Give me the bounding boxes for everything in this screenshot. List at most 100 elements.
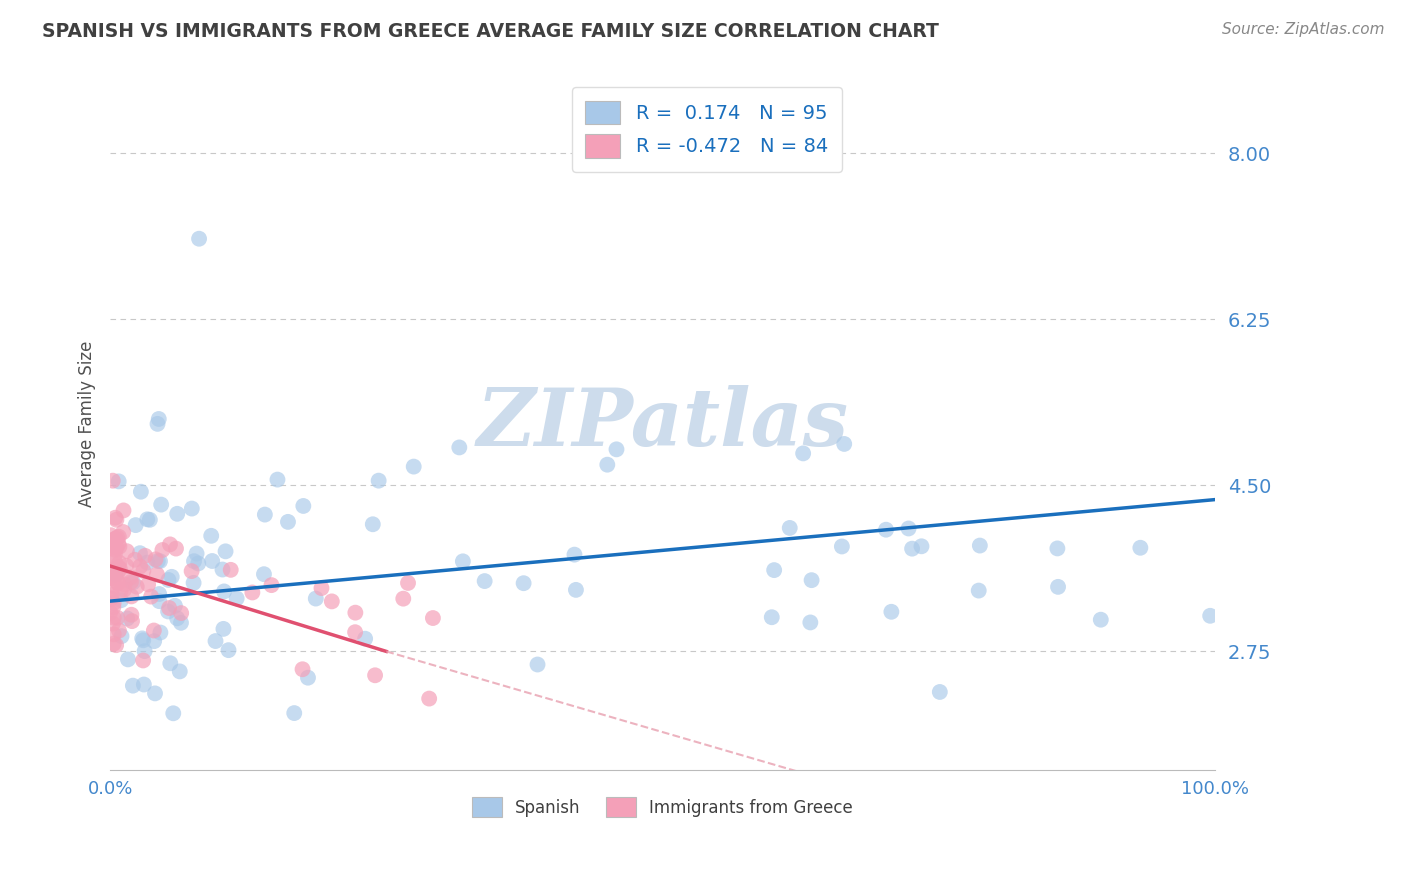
Point (110, 584, 132, 599)
Point (183, 554, 205, 568)
Point (139, 590, 162, 604)
Point (875, 523, 897, 537)
Point (928, 685, 950, 699)
Point (114, 577, 136, 591)
Point (253, 567, 276, 582)
Point (120, 570, 142, 584)
Point (240, 585, 263, 599)
Point (112, 503, 135, 517)
Point (105, 531, 128, 545)
Point (100, 591, 122, 606)
Point (565, 582, 588, 597)
Point (967, 583, 990, 598)
Point (150, 498, 173, 512)
Point (115, 611, 138, 625)
Point (800, 573, 823, 587)
Point (134, 644, 156, 658)
Point (143, 686, 166, 700)
Point (105, 611, 128, 625)
Point (120, 607, 142, 622)
Point (157, 573, 180, 587)
Point (402, 459, 425, 474)
Point (103, 627, 125, 641)
Point (112, 524, 135, 539)
Point (103, 579, 125, 593)
Point (152, 543, 174, 558)
Point (605, 442, 627, 457)
Point (129, 484, 152, 499)
Point (277, 515, 299, 529)
Point (180, 501, 202, 516)
Point (169, 665, 191, 679)
Point (253, 508, 276, 522)
Point (186, 547, 208, 561)
Point (105, 575, 128, 590)
Point (110, 629, 132, 643)
Point (564, 548, 586, 562)
Point (108, 562, 131, 576)
Point (148, 587, 170, 601)
Point (107, 537, 129, 551)
Point (104, 532, 127, 546)
Point (132, 633, 155, 648)
Point (145, 552, 167, 566)
Point (117, 652, 139, 666)
Point (212, 584, 235, 599)
Text: Source: ZipAtlas.com: Source: ZipAtlas.com (1222, 22, 1385, 37)
Point (104, 568, 127, 582)
Point (219, 563, 242, 577)
Point (157, 601, 180, 615)
Point (108, 530, 131, 544)
Point (418, 691, 440, 706)
Point (146, 554, 169, 568)
Point (124, 553, 146, 567)
Point (910, 539, 932, 553)
Point (100, 571, 122, 585)
Point (225, 591, 247, 606)
Point (212, 622, 235, 636)
Point (451, 554, 474, 568)
Point (157, 604, 180, 618)
Point (880, 605, 903, 619)
Point (129, 546, 152, 560)
Point (132, 677, 155, 691)
Point (160, 570, 183, 584)
Point (110, 593, 132, 607)
Point (266, 473, 288, 487)
Point (101, 566, 124, 580)
Point (146, 567, 169, 582)
Point (100, 591, 122, 606)
Point (103, 611, 125, 625)
Text: ZIPatlas: ZIPatlas (477, 385, 849, 462)
Point (159, 537, 181, 551)
Point (104, 547, 127, 561)
Point (162, 706, 184, 721)
Point (101, 616, 124, 631)
Point (148, 594, 170, 608)
Point (218, 643, 240, 657)
Point (526, 657, 548, 672)
Point (596, 458, 619, 472)
Point (283, 706, 305, 720)
Point (100, 528, 122, 542)
Point (136, 556, 159, 570)
Point (211, 562, 233, 576)
Point (214, 544, 236, 558)
Point (107, 566, 129, 580)
Point (112, 582, 135, 597)
Point (344, 625, 367, 640)
Point (105, 513, 128, 527)
Point (291, 662, 314, 676)
Point (142, 624, 165, 638)
Point (149, 554, 172, 568)
Point (354, 632, 377, 646)
Point (170, 615, 193, 630)
Point (200, 529, 222, 543)
Point (100, 561, 122, 575)
Y-axis label: Average Family Size: Average Family Size (79, 341, 96, 507)
Point (104, 554, 127, 568)
Point (121, 614, 143, 628)
Point (136, 577, 159, 591)
Point (124, 518, 146, 533)
Point (107, 576, 129, 591)
